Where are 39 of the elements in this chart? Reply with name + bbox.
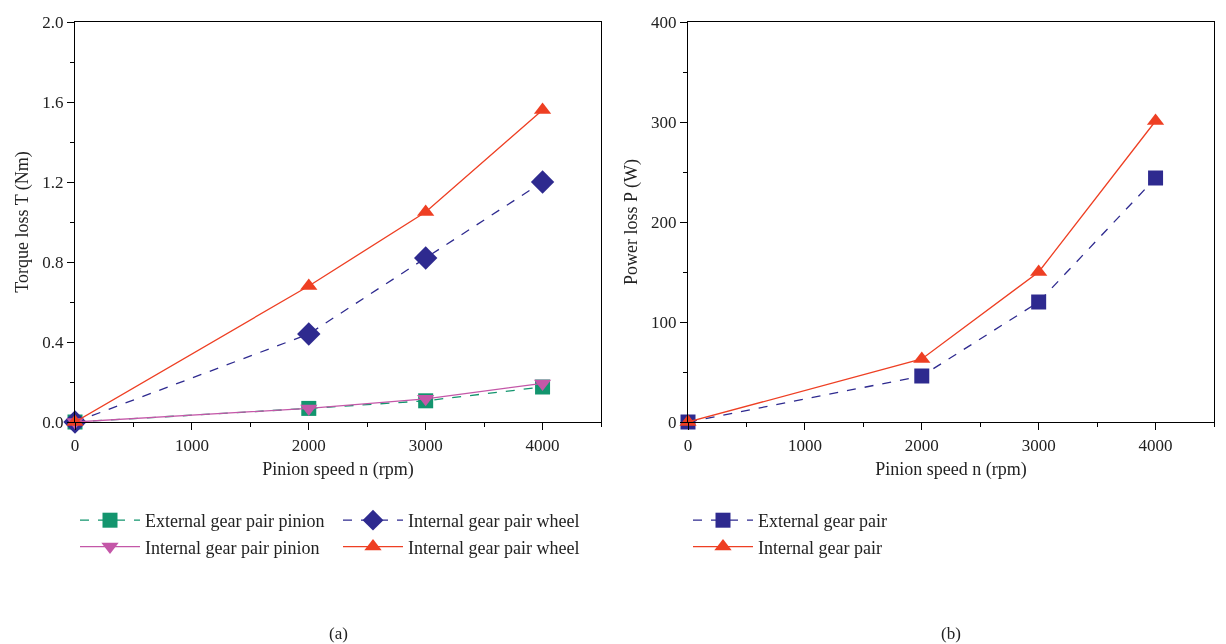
x-tick-label: 4000	[1138, 435, 1173, 455]
point	[297, 322, 321, 346]
x-tick-label: 3000	[408, 435, 443, 455]
legend-label: Internal gear pair wheel	[408, 511, 580, 532]
y-tick-label: 300	[651, 112, 677, 132]
point	[1031, 294, 1047, 310]
legend-label: External gear pair pinion	[145, 511, 325, 532]
y-tick-label: 0.8	[42, 252, 64, 272]
y-tick-label: 0.4	[42, 332, 64, 352]
x-tick-label: 2000	[904, 435, 939, 455]
x-tick-label: 2000	[291, 435, 326, 455]
x-tick-label: 3000	[1021, 435, 1056, 455]
y-tick-label: 400	[651, 12, 677, 32]
legend-label: Internal gear pair wheel	[408, 537, 580, 558]
legend-label: Internal gear pair	[758, 537, 882, 558]
x-tick-label: 1000	[174, 435, 209, 455]
y-axis-title: Torque loss T (Nm)	[12, 151, 34, 293]
text: (a)	[329, 624, 348, 643]
point	[413, 246, 438, 270]
y-axis-title: Power loss P (W)	[621, 159, 643, 285]
y-tick-label: 100	[651, 312, 677, 332]
x-axis-title: Pinion speed n (rpm)	[262, 458, 414, 480]
y-tick-label: 1.6	[42, 92, 64, 112]
y-tick-label: 200	[651, 212, 677, 232]
x-tick-label: 0	[70, 435, 80, 455]
legend-label: Internal gear pair pinion	[145, 537, 320, 558]
x-tick-label: 4000	[525, 435, 560, 455]
legend-label: External gear pair	[758, 511, 887, 532]
point	[914, 368, 930, 384]
y-tick-label: 1.2	[42, 172, 64, 192]
x-tick-label: 1000	[787, 435, 822, 455]
y-tick-label: 0.0	[42, 412, 64, 432]
y-tick-label: 0	[668, 412, 677, 432]
point	[1148, 170, 1164, 186]
text: (b)	[941, 624, 961, 643]
x-axis-title: Pinion speed n (rpm)	[875, 458, 1027, 480]
x-tick-label: 0	[683, 435, 693, 455]
point	[530, 170, 555, 194]
y-tick-label: 2.0	[42, 12, 64, 32]
